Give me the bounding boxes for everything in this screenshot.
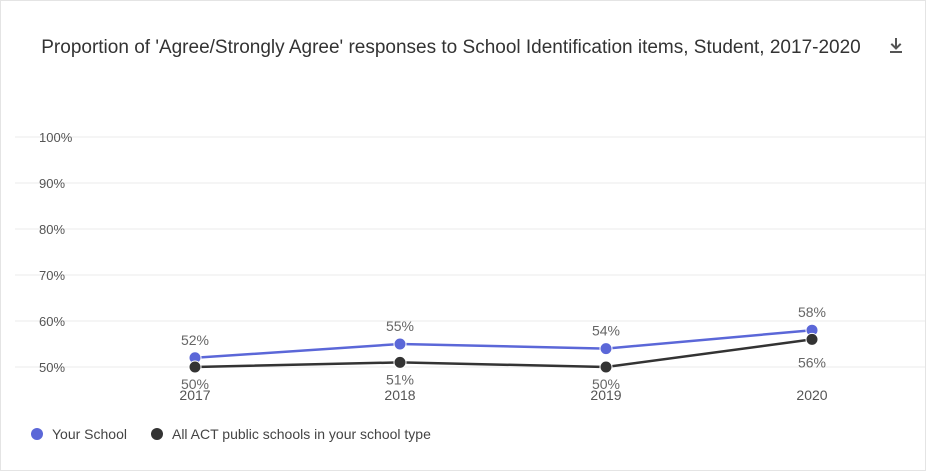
data-point [599, 342, 613, 356]
legend-item[interactable]: Your School [31, 426, 127, 442]
legend-item[interactable]: All ACT public schools in your school ty… [150, 426, 431, 442]
legend-marker [150, 428, 163, 440]
data-label: 56% [798, 354, 826, 370]
data-point [599, 360, 613, 374]
line-chart-plot: 100%90%80%70%60%50%2017 2018 2019 202052%55… [15, 130, 925, 403]
x-tick-label: 2017 [179, 387, 210, 403]
data-point [805, 332, 819, 346]
data-point [393, 337, 407, 351]
data-label: 50% [592, 376, 620, 392]
y-tick-label: 80% [39, 222, 65, 237]
series-line [194, 338, 813, 369]
y-tick-label: 60% [39, 314, 65, 329]
data-point [188, 360, 202, 374]
legend-label: All ACT public schools in your school ty… [171, 426, 431, 442]
data-label: 50% [181, 376, 209, 392]
data-label: 52% [181, 332, 209, 348]
legend-marker [31, 428, 43, 440]
chart-legend: Your School All ACT public schools in you… [31, 426, 431, 442]
y-tick-label: 50% [39, 360, 65, 375]
download-button[interactable] [885, 35, 907, 57]
chart-title: Proportion of 'Agree/Strongly Agree' res… [41, 37, 861, 58]
x-tick-label: 2020 [796, 387, 827, 403]
data-label: 54% [592, 323, 620, 339]
legend-label: Your School [52, 426, 127, 442]
series-line [194, 328, 813, 360]
data-point [393, 355, 407, 369]
data-label: 55% [386, 318, 414, 334]
data-label: 58% [798, 304, 826, 320]
x-tick-label: 2018 [384, 387, 415, 403]
y-tick-label: 100% [39, 130, 73, 145]
y-tick-label: 90% [39, 176, 65, 191]
x-tick-label: 2019 [590, 387, 621, 403]
download-icon [890, 38, 902, 53]
y-tick-label: 70% [39, 268, 65, 283]
data-label: 51% [386, 371, 414, 387]
